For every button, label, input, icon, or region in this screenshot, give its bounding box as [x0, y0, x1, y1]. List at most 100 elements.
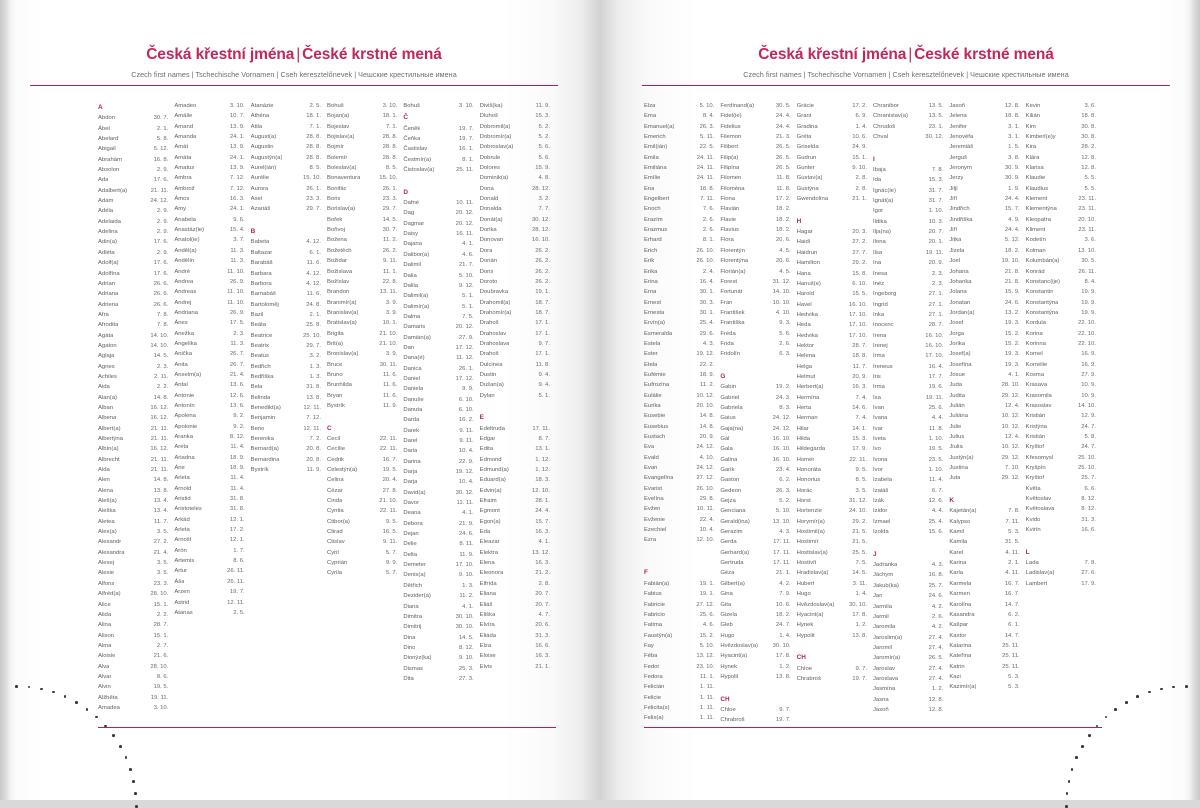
name-entry-row: Bonaventura 15. 10. — [327, 173, 397, 183]
name-label: Ivana — [872, 415, 888, 422]
name-entry-row: Emila 24. 11. — [644, 153, 714, 163]
name-entry-row: Kristýna 24. 7. — [1026, 422, 1096, 432]
name-entry-row: Alban 16. 12. — [98, 403, 168, 413]
name-label: Alexej — [98, 560, 115, 567]
name-label: Danuše — [403, 396, 424, 403]
name-entry-row: Dětřich 1. 3. — [403, 581, 473, 591]
name-label: Atanázie — [250, 103, 274, 109]
name-entry-row: Izabela 11. 4. — [873, 475, 943, 485]
name-entry-row: Gréta 10. 6. — [797, 132, 867, 142]
name-label: Alban — [98, 404, 114, 411]
name-date: 16. 6. — [535, 642, 550, 649]
section-letter-heading: D — [403, 186, 473, 198]
name-date: 2. 1. — [1008, 560, 1020, 567]
section-letter-heading: A — [98, 101, 168, 113]
name-entry-row: Jaroslav 27. 4. — [873, 664, 943, 674]
name-date: 19. 2. — [775, 384, 791, 391]
section-letter: CH — [796, 654, 806, 662]
decorative-dot — [27, 685, 31, 689]
name-entry-row: Katrin 25. 11. — [949, 662, 1019, 672]
name-entry-row: Karel 4. 11. — [949, 548, 1019, 558]
name-entry-row: Bonifác 26. 1. — [327, 184, 397, 194]
name-date: 15. 2. — [1004, 330, 1020, 337]
name-label: Fiona — [720, 196, 736, 203]
name-entry-row: Bartoloměj 24. 8. — [251, 300, 321, 310]
name-label: Amy — [174, 206, 187, 213]
name-date: 3. 10. — [382, 103, 398, 109]
name-date: 1. 7. — [233, 547, 245, 554]
name-date: 8. 12. — [458, 644, 474, 651]
name-label: Inka — [872, 311, 885, 318]
name-label: Darina — [403, 458, 421, 465]
name-label: Adrian — [98, 280, 116, 287]
name-entry-row: Bryan 11. 6. — [327, 391, 397, 401]
name-date: 8. 3. — [779, 404, 791, 411]
name-entry-row: Dalimil(a) 5. 1. — [403, 291, 473, 301]
name-entry-row: Hanuš(e) 6. 10. — [797, 279, 867, 289]
name-entry-row: Drahomil(a) 18. 7. — [480, 298, 550, 308]
name-date: 7. 12. — [229, 185, 245, 192]
name-entry-row: Eda 16. 3. — [480, 527, 550, 537]
name-entry-row: Jaromil 27. 4. — [873, 643, 943, 653]
name-entry-row: Dalimír(a) 5. 1. — [403, 302, 473, 312]
name-entry-row: Antonie 12. 6. — [174, 391, 244, 401]
name-entry-row: Elvíra 20. 6. — [480, 620, 550, 630]
name-label: David(a) — [403, 489, 426, 496]
name-entry-row: Eufrozína 11. 2. — [644, 380, 714, 390]
name-date: 2. 8. — [855, 175, 867, 182]
name-label: Jan — [872, 593, 883, 600]
name-entry-row: Haidi 27. 2. — [797, 237, 867, 247]
name-date: 1. 9. — [1008, 185, 1020, 192]
section-letter: Č — [403, 114, 408, 122]
name-label: Evarist — [644, 485, 663, 492]
name-date: 29. 8. — [699, 496, 715, 503]
name-date: 11. 10. — [227, 268, 245, 275]
name-label: Gerald(ina) — [720, 518, 750, 525]
name-entry-row: Angelika 11. 3. — [174, 339, 244, 349]
name-entry-row: Abigail 5. 12. — [98, 144, 168, 154]
name-date: 5. 1. — [462, 303, 474, 310]
name-entry-row: Arleta 11. 4. — [174, 473, 244, 483]
name-entry-row: Dalila 9. 12. — [403, 281, 473, 291]
name-date: 16. 4. — [928, 363, 944, 370]
name-date: 17. 7. — [928, 373, 944, 380]
spacer-row — [797, 204, 867, 214]
section-letter: B — [250, 228, 256, 236]
decorative-dot — [1065, 805, 1068, 808]
name-label: Donalda — [479, 206, 502, 213]
name-date: 17. 11. — [773, 549, 791, 556]
name-label: Dag — [403, 210, 415, 217]
name-label: Anastáz(ie) — [174, 227, 205, 234]
name-column: A Abdon 30. 7. Ábel 2. 1. Abelard 5. 8. Abigail… — [98, 101, 174, 722]
name-date: 19. 3. — [1004, 320, 1020, 327]
name-date: 21. 10. — [379, 330, 398, 337]
name-entry-row: Konstanc(ije) 8. 4. — [1026, 277, 1096, 287]
name-date: 28. 8. — [382, 154, 398, 161]
name-date: 13. 8. — [306, 394, 321, 401]
name-label: Bedřiška — [250, 373, 274, 380]
name-label: Ilsa — [872, 249, 883, 256]
name-label: Géza — [720, 570, 735, 577]
name-label: Erna — [644, 289, 657, 296]
name-entry-row: Ireneus 16. 4. — [873, 362, 943, 372]
name-date: 14. 6. — [852, 404, 867, 411]
name-entry-row: Alex(a) 3. 5. — [98, 527, 168, 537]
name-entry-row: Bruno 11. 6. — [327, 370, 397, 380]
name-label: Jorga — [949, 330, 965, 337]
name-entry-row: Ester 19. 12. — [644, 349, 714, 359]
name-label: Jonatan — [949, 299, 971, 306]
name-label: Eloise — [479, 653, 496, 660]
name-label: Bernardina — [250, 456, 280, 463]
name-date: 23. 5. — [928, 456, 944, 463]
name-date: 2. 6. — [931, 613, 944, 620]
name-date: 12. 6. — [229, 392, 245, 399]
name-entry-row: Karmela 16. 7. — [949, 579, 1019, 589]
name-date: 2. 11. — [154, 373, 169, 380]
name-label: Antonín — [174, 402, 195, 409]
name-entry-row: Juta 29. 12. — [949, 473, 1019, 483]
name-label: Kimberl(e)y — [1025, 134, 1056, 141]
page-title-czech: Česká křestní jména — [758, 46, 907, 63]
name-date: 11. 1. — [700, 673, 715, 680]
name-entry-row: Branislav(a) 3. 9. — [327, 308, 397, 318]
name-label: Ada — [98, 177, 109, 184]
